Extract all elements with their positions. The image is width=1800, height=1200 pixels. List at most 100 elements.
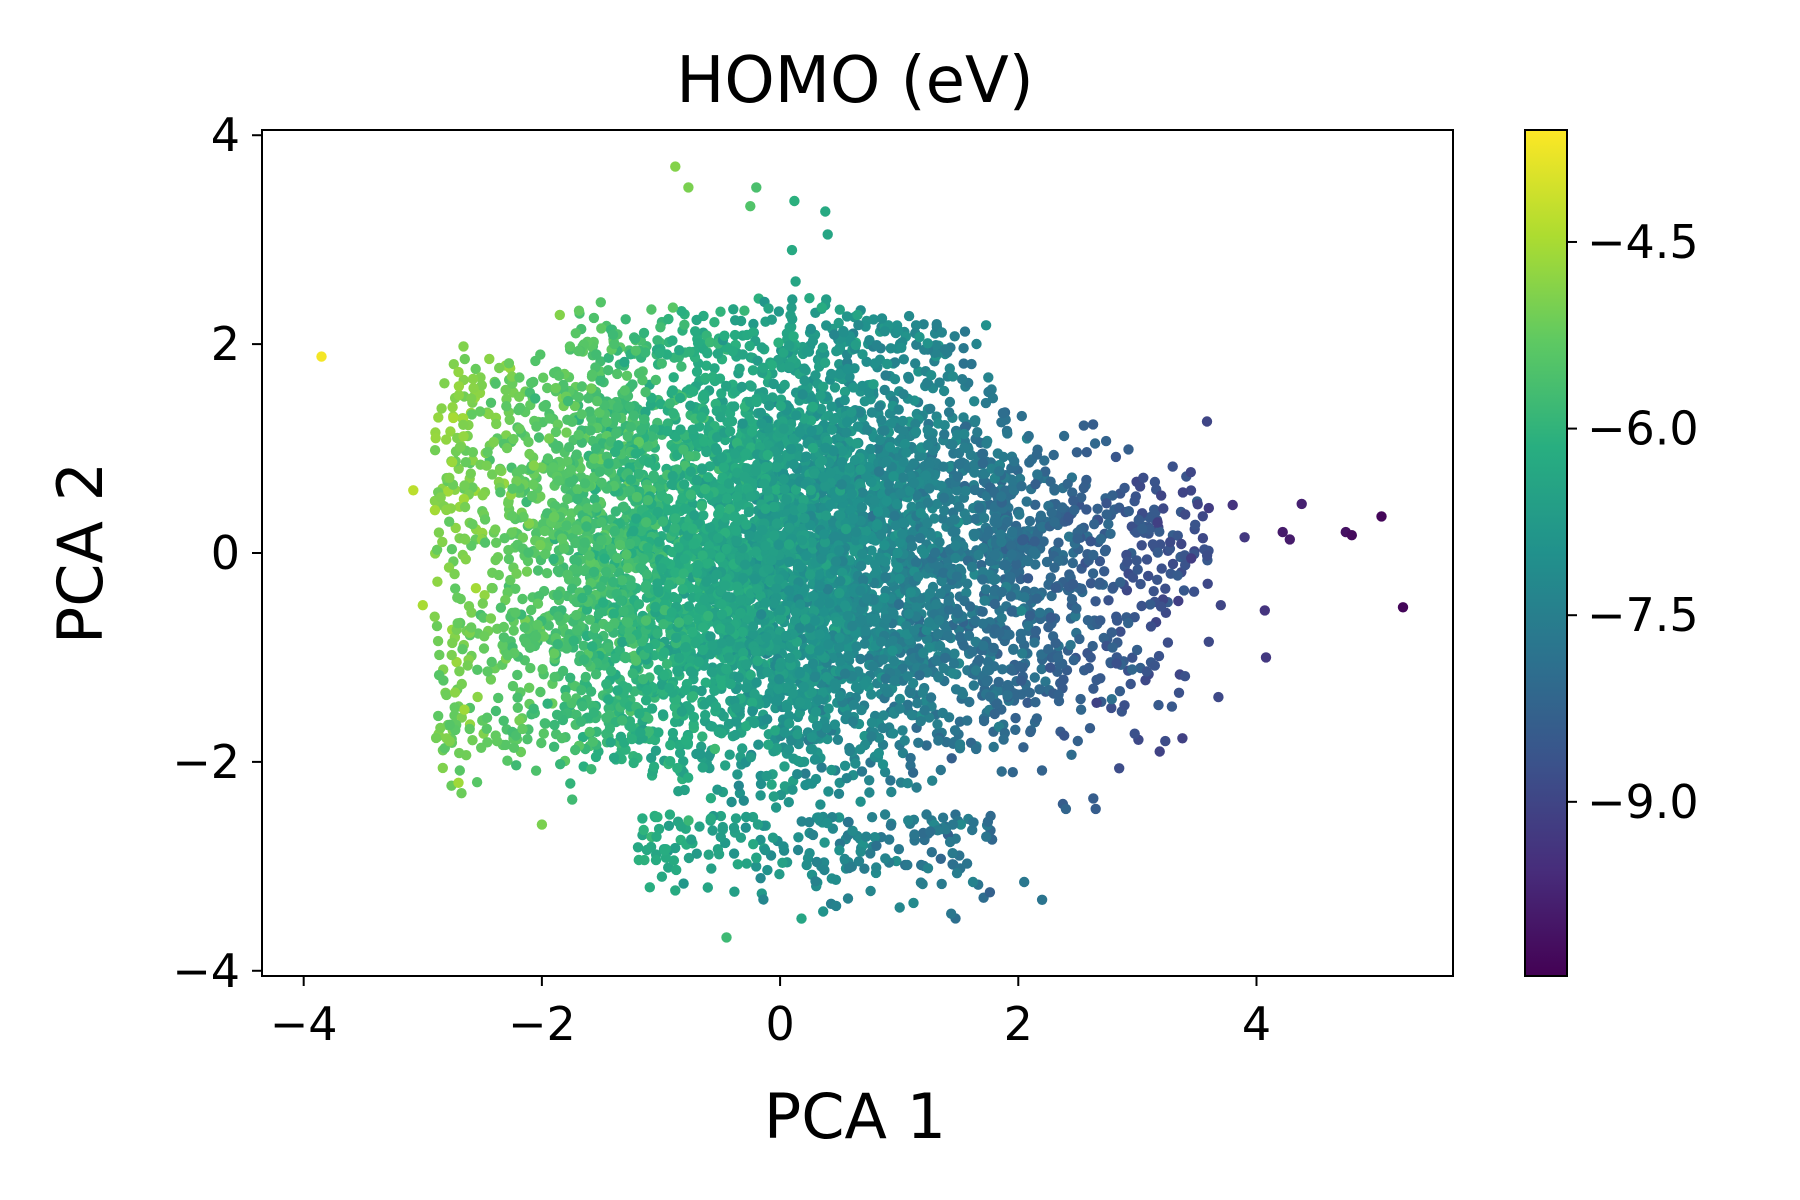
scatter-point — [771, 462, 782, 473]
scatter-point — [793, 755, 804, 767]
scatter-point — [921, 625, 932, 636]
scatter-point — [798, 681, 809, 693]
scatter-point — [997, 407, 1009, 419]
scatter-point — [733, 672, 744, 683]
scatter-point — [771, 742, 782, 754]
scatter-point — [763, 563, 774, 574]
scatter-point — [788, 459, 799, 470]
scatter-point — [768, 597, 779, 608]
scatter-point — [847, 620, 858, 632]
scatter-point — [921, 740, 932, 751]
scatter-point — [879, 556, 890, 567]
scatter-point — [601, 678, 612, 690]
scatter-point — [799, 513, 810, 524]
scatter-point — [800, 614, 811, 625]
scatter-point — [697, 762, 708, 773]
scatter-point — [784, 652, 796, 664]
scatter-point — [799, 413, 810, 424]
scatter-point — [687, 424, 698, 435]
scatter-point — [917, 687, 928, 698]
scatter-point — [974, 502, 985, 513]
scatter-point — [712, 784, 723, 795]
scatter-point — [834, 304, 845, 315]
scatter-point — [825, 499, 836, 510]
scatter-point — [671, 593, 683, 605]
scatter-point — [905, 752, 916, 764]
scatter-point — [947, 371, 959, 382]
scatter-point — [650, 601, 661, 613]
scatter-point — [799, 363, 810, 374]
scatter-point — [879, 425, 890, 436]
scatter-point — [902, 778, 913, 789]
scatter-point — [543, 620, 554, 631]
scatter-point — [889, 357, 901, 368]
scatter-point — [459, 353, 470, 365]
scatter-point — [866, 545, 877, 556]
scatter-point — [893, 404, 904, 415]
scatter-point — [933, 671, 944, 682]
scatter-point — [648, 470, 659, 481]
scatter-point — [653, 586, 664, 598]
scatter-point — [726, 416, 738, 427]
scatter-point — [922, 497, 934, 508]
scatter-point — [954, 739, 966, 750]
scatter-point — [576, 685, 587, 696]
scatter-point — [720, 760, 731, 771]
scatter-point — [723, 478, 735, 489]
scatter-point — [958, 640, 969, 651]
scatter-point — [934, 377, 945, 388]
scatter-point — [779, 761, 790, 772]
scatter-point — [689, 510, 700, 521]
scatter-point — [724, 426, 736, 437]
scatter-point — [829, 382, 841, 393]
scatter-point — [692, 560, 704, 571]
scatter-point — [989, 708, 1000, 720]
scatter-point — [738, 572, 749, 584]
scatter-point — [671, 632, 682, 643]
scatter-point — [888, 608, 899, 619]
scatter-point — [866, 613, 877, 624]
scatter-point — [698, 390, 709, 401]
scatter-point — [733, 780, 744, 791]
scatter-point — [550, 426, 562, 438]
scatter-point — [964, 696, 975, 708]
scatter-point — [815, 390, 826, 401]
scatter-point — [1002, 428, 1013, 439]
scatter-point — [720, 580, 731, 591]
scatter-point — [841, 427, 852, 438]
scatter-point — [622, 431, 633, 442]
scatter-point — [722, 493, 733, 504]
scatter-point — [839, 600, 851, 611]
scatter-point — [667, 470, 678, 482]
scatter-point — [657, 709, 669, 720]
scatter-point — [821, 672, 832, 683]
scatter-point — [1036, 663, 1047, 675]
scatter-point — [951, 485, 963, 496]
scatter-point — [835, 657, 846, 668]
scatter-point — [652, 506, 664, 518]
scatter-point — [778, 474, 789, 485]
scatter-point — [874, 434, 886, 446]
scatter-point — [580, 671, 591, 683]
scatter-point — [906, 710, 918, 721]
scatter-point — [829, 719, 841, 730]
scatter-point — [980, 584, 992, 595]
scatter-point — [970, 743, 982, 755]
scatter-point — [899, 735, 910, 746]
scatter-point — [949, 725, 961, 736]
scatter-point — [903, 608, 914, 619]
scatter-point — [845, 505, 856, 516]
scatter-point — [870, 559, 881, 570]
scatter-point — [899, 438, 911, 450]
scatter-point — [820, 480, 831, 492]
scatter-point — [809, 754, 821, 765]
scatter-point — [977, 618, 988, 629]
scatter-point — [713, 508, 724, 520]
scatter-point — [668, 372, 679, 383]
scatter-point — [889, 374, 901, 385]
scatter-point — [704, 522, 716, 533]
scatter-point — [833, 788, 845, 799]
scatter-point — [833, 642, 845, 653]
scatter-point — [874, 401, 885, 412]
